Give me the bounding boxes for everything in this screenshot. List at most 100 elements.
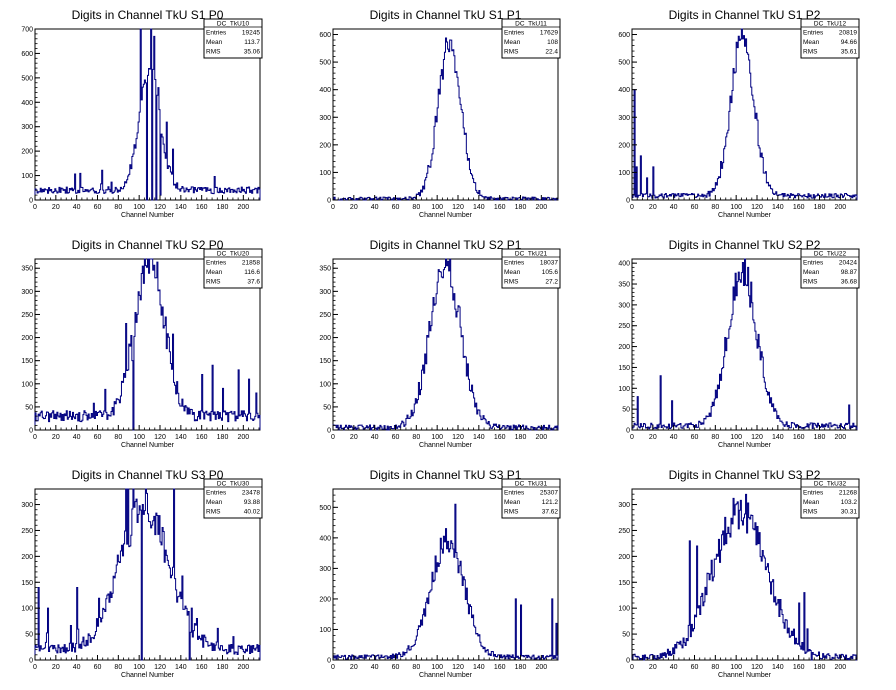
x-tick-label: 120	[751, 664, 763, 671]
stats-box-frame	[203, 478, 263, 519]
x-tick-label: 200	[834, 204, 846, 211]
x-axis-label: Channel Number	[121, 672, 175, 679]
stats-value: 98.87	[841, 269, 858, 276]
x-tick-label: 20	[649, 434, 657, 441]
x-tick-label: 100	[431, 204, 443, 211]
chart-title: Digits in Channel TkU S3 P1	[370, 468, 522, 482]
plot-frame	[332, 28, 559, 201]
y-tick-label: 200	[21, 335, 33, 342]
stats-value: 36.68	[841, 279, 858, 286]
x-tick-label: 160	[793, 434, 805, 441]
x-tick-label: 60	[691, 434, 699, 441]
x-tick-label: 100	[730, 664, 742, 671]
stats-label: Entries	[504, 490, 525, 497]
chart-title: Digits in Channel TkU S1 P1	[370, 8, 522, 22]
x-tick-label: 180	[515, 434, 527, 441]
y-tick-label: 350	[21, 266, 33, 273]
x-tick-label: 20	[350, 664, 358, 671]
y-tick-label: 50	[25, 404, 33, 411]
x-tick-label: 100	[133, 204, 145, 211]
stats-box-frame	[501, 248, 561, 289]
x-tick-label: 100	[730, 204, 742, 211]
y-tick-label: 100	[618, 386, 630, 393]
histogram-panel-1: Digits in Channel TkU S1 P0 0 20 40 60 80 100 1…	[21, 8, 263, 219]
x-tick-label: 60	[392, 664, 400, 671]
y-tick-label: 400	[21, 100, 33, 107]
stats-name: DC_TkU22	[814, 251, 847, 258]
y-tick-label: 0	[626, 658, 630, 665]
y-tick-label: 100	[319, 381, 331, 388]
histogram-panel-9: Digits in Channel TkU S3 P2 0 20 40 60 80 100 1…	[618, 468, 860, 679]
x-tick-label: 120	[154, 664, 166, 671]
stats-box-frame	[800, 248, 860, 289]
x-tick-label: 100	[431, 434, 443, 441]
x-tick-label: 100	[133, 434, 145, 441]
y-tick-label: 250	[618, 323, 630, 330]
x-axis-label: Channel Number	[121, 442, 175, 449]
x-tick-label: 20	[52, 434, 60, 441]
stats-label: RMS	[803, 509, 818, 516]
stats-label: RMS	[504, 49, 519, 56]
x-tick-label: 160	[494, 664, 506, 671]
histogram-panel-5: Digits in Channel TkU S2 P1 0 20 40 60 80 100 1…	[319, 238, 561, 449]
x-tick-label: 140	[772, 434, 784, 441]
stats-label: RMS	[206, 49, 221, 56]
y-tick-label: 150	[319, 358, 331, 365]
x-tick-label: 140	[175, 434, 187, 441]
x-tick-label: 20	[649, 204, 657, 211]
stats-box: DC_TkU12 Entries 20819 Mean 94.66 RMS 35.61	[800, 18, 860, 59]
x-tick-label: 40	[670, 664, 678, 671]
stats-value: 18037	[540, 260, 558, 267]
stats-value: 35.06	[244, 49, 261, 56]
x-tick-label: 0	[630, 664, 634, 671]
x-tick-label: 80	[114, 664, 122, 671]
x-tick-label: 40	[73, 664, 81, 671]
x-tick-label: 40	[670, 434, 678, 441]
x-tick-label: 180	[814, 664, 826, 671]
x-tick-label: 200	[535, 204, 547, 211]
stats-name: DC_TkU30	[217, 481, 250, 488]
stats-label: Mean	[504, 499, 521, 506]
y-tick-label: 300	[319, 566, 331, 573]
y-tick-label: 0	[327, 428, 331, 435]
stats-label: Entries	[803, 30, 824, 37]
x-tick-label: 200	[834, 664, 846, 671]
y-tick-label: 50	[622, 407, 630, 414]
y-tick-label: 200	[319, 596, 331, 603]
y-tick-label: 0	[626, 428, 630, 435]
y-tick-label: 200	[319, 142, 331, 149]
y-tick-label: 200	[618, 554, 630, 561]
y-tick-label: 600	[618, 32, 630, 39]
stats-value: 30.31	[841, 509, 858, 516]
stats-value: 35.61	[841, 49, 858, 56]
stats-box-frame	[203, 18, 263, 59]
x-tick-label: 20	[52, 664, 60, 671]
y-tick-label: 400	[618, 261, 630, 268]
x-axis-label: Channel Number	[419, 442, 473, 449]
stats-label: Entries	[206, 260, 227, 267]
stats-box: DC_TkU22 Entries 20424 Mean 98.87 RMS 36.68	[800, 248, 860, 289]
x-tick-label: 120	[751, 434, 763, 441]
y-tick-label: 500	[618, 60, 630, 67]
stats-box: DC_TkU11 Entries 17629 Mean 108 RMS 22.4	[501, 18, 561, 59]
x-axis-label: Channel Number	[419, 212, 473, 219]
y-tick-label: 200	[21, 554, 33, 561]
x-tick-label: 20	[350, 204, 358, 211]
y-tick-label: 0	[29, 428, 33, 435]
stats-label: RMS	[206, 279, 221, 286]
histogram-series	[34, 28, 261, 201]
histogram-series	[631, 493, 858, 661]
plot-frame	[631, 28, 858, 201]
stats-box: DC_TkU31 Entries 25307 Mean 121.2 RMS 37.62	[501, 478, 561, 519]
x-tick-label: 80	[412, 664, 420, 671]
y-tick-label: 100	[319, 170, 331, 177]
chart-title: Digits in Channel TkU S2 P0	[72, 238, 224, 252]
x-tick-label: 160	[494, 204, 506, 211]
x-tick-label: 0	[331, 204, 335, 211]
x-tick-label: 140	[473, 434, 485, 441]
x-tick-label: 160	[793, 204, 805, 211]
stats-label: Mean	[206, 39, 223, 46]
y-tick-label: 350	[319, 266, 331, 273]
stats-value: 21858	[242, 260, 260, 267]
stats-label: RMS	[803, 49, 818, 56]
